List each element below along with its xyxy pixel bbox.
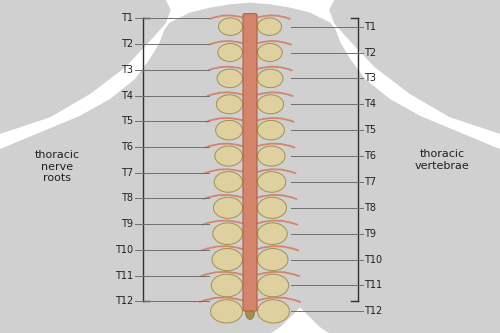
Ellipse shape: [258, 95, 283, 114]
Text: T10: T10: [364, 255, 382, 265]
Ellipse shape: [246, 226, 254, 241]
Text: T5: T5: [364, 125, 376, 135]
Text: T1: T1: [121, 13, 133, 23]
Ellipse shape: [246, 303, 254, 319]
Text: T3: T3: [364, 73, 376, 83]
Ellipse shape: [214, 171, 242, 192]
Ellipse shape: [216, 121, 242, 140]
Text: T3: T3: [121, 65, 133, 75]
Ellipse shape: [246, 277, 254, 293]
Text: T6: T6: [364, 151, 376, 161]
Text: T12: T12: [115, 296, 133, 306]
Text: T11: T11: [364, 280, 382, 290]
Ellipse shape: [218, 18, 242, 35]
Ellipse shape: [258, 274, 288, 297]
Ellipse shape: [258, 171, 286, 192]
Ellipse shape: [215, 146, 242, 166]
Text: T11: T11: [115, 271, 133, 281]
Ellipse shape: [246, 98, 254, 111]
Text: T5: T5: [121, 116, 133, 126]
Text: T12: T12: [364, 306, 382, 316]
Text: T8: T8: [121, 193, 133, 203]
Text: T2: T2: [121, 39, 133, 49]
Ellipse shape: [258, 197, 286, 218]
Text: thoracic
nerve
roots: thoracic nerve roots: [35, 150, 80, 183]
Ellipse shape: [246, 175, 254, 189]
Text: T8: T8: [364, 203, 376, 213]
Text: T4: T4: [364, 99, 376, 109]
Text: thoracic
vertebrae: thoracic vertebrae: [415, 149, 470, 170]
Polygon shape: [0, 3, 500, 333]
Polygon shape: [330, 0, 500, 133]
Ellipse shape: [258, 69, 283, 88]
Ellipse shape: [258, 223, 288, 244]
Ellipse shape: [216, 95, 242, 114]
Ellipse shape: [246, 149, 254, 163]
Ellipse shape: [258, 248, 288, 271]
Ellipse shape: [214, 197, 242, 218]
Ellipse shape: [258, 44, 282, 62]
Ellipse shape: [246, 21, 254, 33]
Ellipse shape: [210, 300, 242, 323]
Ellipse shape: [212, 223, 242, 244]
Text: T6: T6: [121, 142, 133, 152]
Ellipse shape: [258, 18, 281, 35]
Ellipse shape: [246, 123, 254, 137]
Text: T9: T9: [121, 219, 133, 229]
Ellipse shape: [246, 72, 254, 85]
Text: T10: T10: [115, 245, 133, 255]
Ellipse shape: [218, 44, 242, 62]
Ellipse shape: [258, 121, 284, 140]
Ellipse shape: [246, 252, 254, 267]
Ellipse shape: [246, 46, 254, 59]
Text: T7: T7: [364, 177, 376, 187]
Text: T7: T7: [121, 168, 133, 178]
FancyBboxPatch shape: [243, 14, 257, 311]
Ellipse shape: [212, 274, 242, 297]
Text: T1: T1: [364, 22, 376, 32]
Ellipse shape: [212, 248, 242, 271]
Ellipse shape: [258, 300, 290, 323]
Text: T9: T9: [364, 229, 376, 239]
Ellipse shape: [217, 69, 242, 88]
Ellipse shape: [246, 200, 254, 215]
Polygon shape: [0, 0, 170, 133]
Ellipse shape: [258, 146, 285, 166]
Text: T2: T2: [364, 48, 376, 58]
Text: T4: T4: [121, 91, 133, 101]
